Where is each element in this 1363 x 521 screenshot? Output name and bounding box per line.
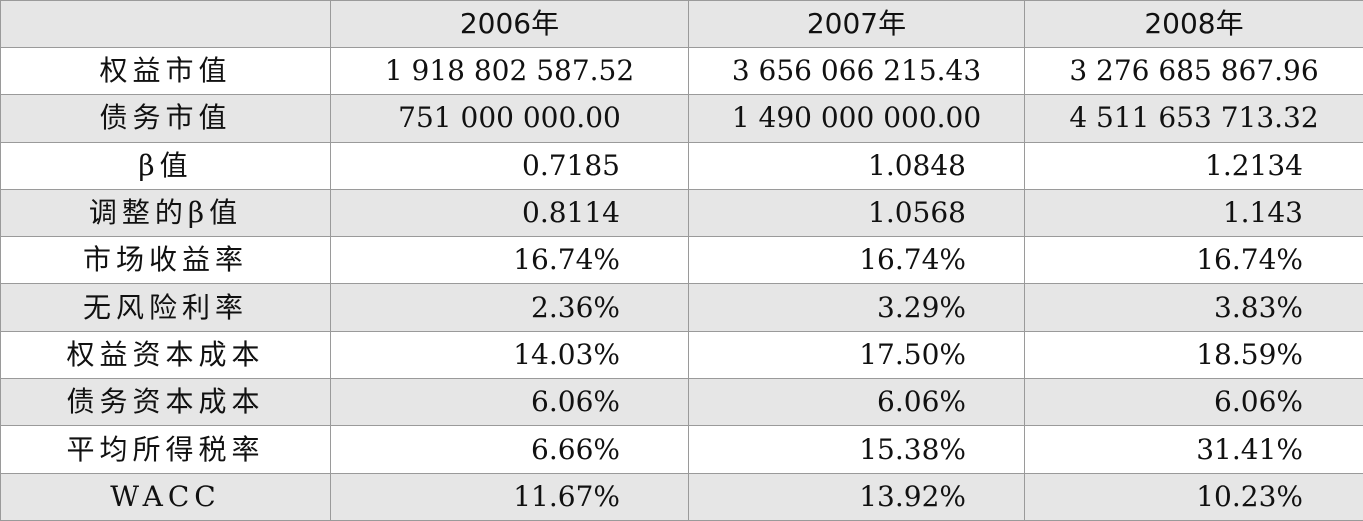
row-label: 权益市值 [0, 46, 331, 96]
cell-value: 1.143 [1024, 188, 1363, 238]
row-label: β值 [0, 141, 331, 190]
cell-value: 3.83% [1024, 283, 1363, 332]
table-row: β值 0.7185 1.0848 1.2134 [0, 141, 1363, 190]
table-row: 平均所得税率 6.66% 15.38% 31.41% [0, 425, 1363, 474]
table-row: 债务市值 751 000 000.00 1 490 000 000.00 4 5… [0, 94, 1363, 143]
row-label: 债务资本成本 [0, 378, 331, 427]
cell-value: 31.41% [1024, 425, 1363, 474]
year-header-2008: 2008年 [1024, 0, 1363, 48]
corner-cell [0, 0, 331, 48]
cell-value: 16.74% [688, 236, 1025, 285]
row-label: 权益资本成本 [0, 330, 331, 380]
cell-value: 10.23% [1024, 472, 1363, 521]
cell-value: 1 490 000 000.00 [688, 94, 1025, 143]
header-row: 2006年 2007年 2008年 [0, 0, 1363, 48]
cell-value: 6.06% [688, 378, 1025, 427]
cell-value: 3.29% [688, 283, 1025, 332]
cell-value: 11.67% [330, 472, 689, 521]
row-label: 无风险利率 [0, 283, 331, 332]
cell-value: 1.0848 [688, 141, 1025, 190]
table-row: WACC 11.67% 13.92% 10.23% [0, 472, 1363, 521]
cell-value: 1.2134 [1024, 141, 1363, 190]
row-label: 市场收益率 [0, 236, 331, 285]
cell-value: 0.8114 [330, 188, 689, 238]
table-row: 调整的β值 0.8114 1.0568 1.143 [0, 188, 1363, 238]
table-row: 债务资本成本 6.06% 6.06% 6.06% [0, 378, 1363, 427]
cell-value: 3 276 685 867.96 [1024, 46, 1363, 96]
row-label: WACC [0, 472, 331, 521]
cell-value: 16.74% [330, 236, 689, 285]
cell-value: 14.03% [330, 330, 689, 380]
cell-value: 0.7185 [330, 141, 689, 190]
cell-value: 1 918 802 587.52 [330, 46, 689, 96]
cell-value: 16.74% [1024, 236, 1363, 285]
cell-value: 751 000 000.00 [330, 94, 689, 143]
table-row: 市场收益率 16.74% 16.74% 16.74% [0, 236, 1363, 285]
cell-value: 6.06% [330, 378, 689, 427]
cell-value: 2.36% [330, 283, 689, 332]
table-row: 无风险利率 2.36% 3.29% 3.83% [0, 283, 1363, 332]
cell-value: 13.92% [688, 472, 1025, 521]
cell-value: 15.38% [688, 425, 1025, 474]
year-header-2006: 2006年 [330, 0, 689, 48]
cell-value: 3 656 066 215.43 [688, 46, 1025, 96]
cell-value: 17.50% [688, 330, 1025, 380]
year-header-2007: 2007年 [688, 0, 1025, 48]
cell-value: 6.66% [330, 425, 689, 474]
cell-value: 18.59% [1024, 330, 1363, 380]
cell-value: 1.0568 [688, 188, 1025, 238]
row-label: 债务市值 [0, 94, 331, 143]
cell-value: 4 511 653 713.32 [1024, 94, 1363, 143]
table-row: 权益市值 1 918 802 587.52 3 656 066 215.43 3… [0, 46, 1363, 96]
row-label: 平均所得税率 [0, 425, 331, 474]
cell-value: 6.06% [1024, 378, 1363, 427]
table-row: 权益资本成本 14.03% 17.50% 18.59% [0, 330, 1363, 380]
row-label: 调整的β值 [0, 188, 331, 238]
